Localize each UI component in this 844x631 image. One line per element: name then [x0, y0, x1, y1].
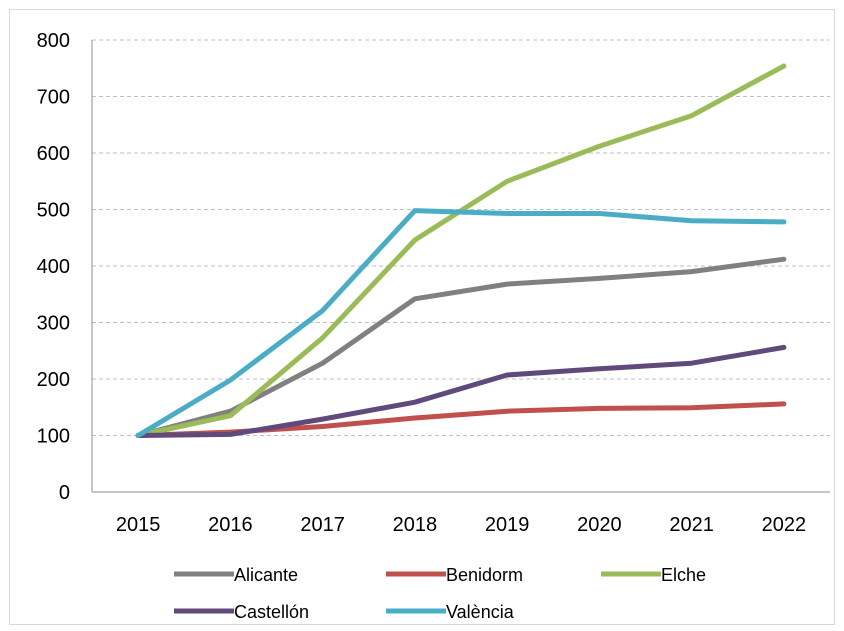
x-tick-label: 2019: [485, 514, 530, 536]
series-line: [135, 63, 787, 438]
y-tick-label: 500: [37, 200, 70, 222]
x-tick-label: 2018: [393, 514, 438, 536]
legend-label: Castellón: [234, 602, 309, 622]
legend-item: Castellón: [174, 602, 309, 622]
series-line: [135, 208, 787, 438]
x-tick-label: 2020: [577, 514, 622, 536]
legend: Alicante Benidorm Elche Castellón València: [174, 565, 706, 622]
legend-label: Alicante: [234, 565, 298, 585]
y-tick-label: 600: [37, 143, 70, 165]
legend-item: Elche: [601, 565, 706, 585]
series-valència: [135, 208, 787, 438]
legend-item: València: [386, 602, 515, 622]
x-tick-label: 2021: [669, 514, 714, 536]
legend-label: Elche: [661, 565, 706, 585]
legend-label: Benidorm: [446, 565, 523, 585]
legend-label: València: [446, 602, 515, 622]
x-tick-label: 2017: [300, 514, 345, 536]
series-elche: [135, 63, 787, 438]
x-axis-ticks: 2015 2016 2017 2018 2019 2020 2021 2022: [116, 514, 806, 536]
legend-item: Alicante: [174, 565, 298, 585]
series-line: [135, 344, 787, 438]
y-tick-label: 100: [37, 426, 70, 448]
y-tick-label: 0: [59, 482, 70, 504]
x-tick-label: 2016: [208, 514, 253, 536]
y-axis-ticks: 0 100 200 300 400 500 600 700 800: [37, 30, 70, 504]
x-tick-label: 2015: [116, 514, 161, 536]
y-tick-label: 200: [37, 369, 70, 391]
y-tick-label: 400: [37, 256, 70, 278]
y-tick-label: 700: [37, 87, 70, 109]
series-lines: [135, 63, 787, 438]
y-tick-label: 800: [37, 30, 70, 52]
y-tick-label: 300: [37, 313, 70, 335]
series-castellón: [135, 344, 787, 438]
x-tick-label: 2022: [762, 514, 807, 536]
legend-item: Benidorm: [386, 565, 523, 585]
